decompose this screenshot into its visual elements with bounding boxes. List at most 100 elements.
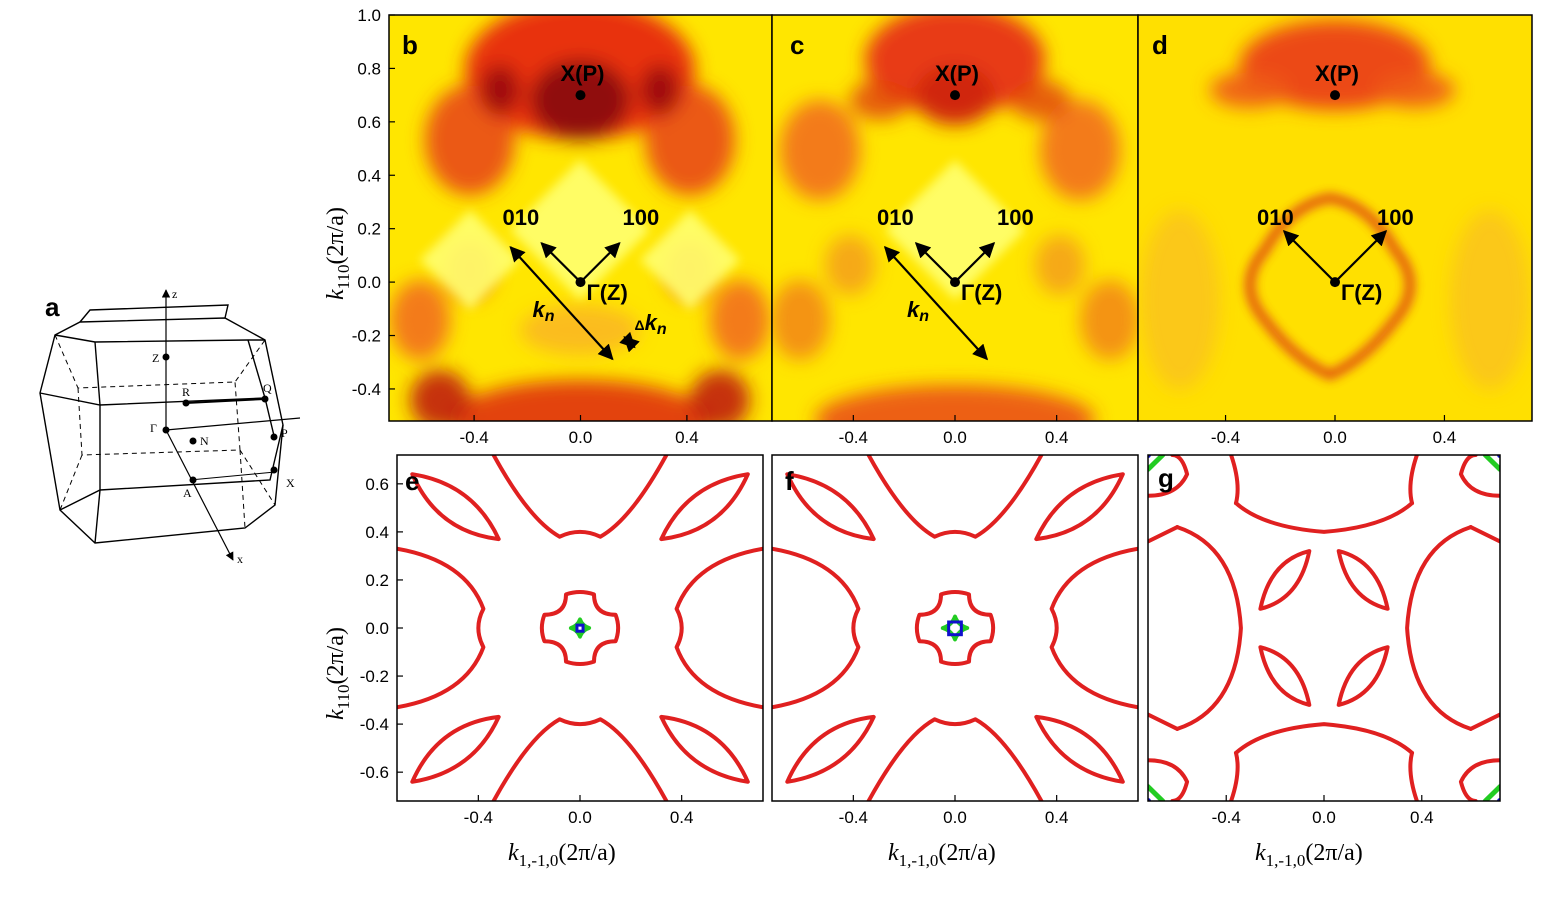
ytick-b-7: -0.4	[352, 380, 381, 399]
label-100-c: 100	[997, 205, 1034, 230]
g-side-1	[1175, 525, 1243, 731]
label-010-d: 010	[1257, 205, 1294, 230]
g-lens-0	[1336, 549, 1390, 611]
xtick-b-2: 0.4	[675, 428, 699, 447]
xlabel-f-unit: (2π/a)	[938, 840, 995, 866]
g-side-0	[1405, 525, 1473, 731]
ytick-b-6: -0.2	[352, 327, 381, 346]
ytick-b-5: 0.0	[357, 273, 381, 292]
xtick-g-2: 0.4	[1410, 808, 1434, 827]
xlabel-f: k1,-1,0(2π/a)	[888, 840, 996, 870]
xtick-d-2: 0.4	[1433, 428, 1457, 447]
label-kn-b: kn	[533, 297, 555, 325]
label-kn-k-b: k	[533, 297, 547, 322]
xlabel-g-unit: (2π/a)	[1305, 840, 1362, 866]
xlabel-g-k: k	[1255, 840, 1266, 866]
panel-label-f: f	[785, 466, 794, 496]
label-100-b: 100	[623, 205, 660, 230]
g-corner-red-2	[1458, 758, 1500, 801]
label-010-c: 010	[877, 205, 914, 230]
lens-f-01	[1034, 714, 1125, 784]
bz-axis-x-label: x	[237, 552, 243, 566]
ylabel-top-sub: 110	[334, 264, 353, 289]
svg-text:k110(2π/a): k110(2π/a)	[323, 627, 353, 720]
arrow-kn-b	[509, 245, 614, 361]
xtick-e-1: 0.0	[568, 808, 592, 827]
panel-label-d: d	[1152, 30, 1168, 60]
lens-e-01	[659, 714, 750, 784]
xlabel-g-sub: 1,-1,0	[1266, 851, 1306, 870]
side-arch-f-1	[772, 546, 861, 710]
point-xp-c	[950, 90, 960, 101]
xtick-g-1: 0.0	[1312, 808, 1336, 827]
g-lens-3	[1258, 645, 1312, 707]
xlabel-g: k1,-1,0(2π/a)	[1255, 840, 1363, 870]
bz-label-a: A	[183, 486, 192, 500]
g-corner-red-0	[1458, 455, 1500, 498]
arrow-dkn-b	[619, 331, 640, 353]
point-xp-d	[1330, 90, 1340, 101]
bz-label-x-point: X	[286, 476, 295, 490]
arrow-010-d	[1282, 230, 1336, 283]
g-side-bot-1	[1148, 712, 1180, 731]
xtick-g-0: -0.4	[1212, 808, 1241, 827]
ytick-e-2: 0.2	[365, 571, 389, 590]
label-xp-c: X(P)	[935, 61, 979, 86]
label-100-d: 100	[1377, 205, 1414, 230]
g-side-bot-0	[1468, 712, 1500, 731]
panel-g-fermi-surface: g	[1147, 454, 1501, 802]
ylabel-bottom: k110(2π/a)	[323, 627, 353, 720]
bz-axes	[161, 289, 301, 561]
label-kn-c: kn	[907, 297, 929, 325]
lens-e-10	[410, 472, 501, 542]
xtick-f-0: -0.4	[839, 808, 868, 827]
panel-label-c: c	[790, 30, 804, 60]
bz-label-n: N	[200, 434, 209, 448]
axis-ticks: -0.4 0.0 0.4 1.0 0.8 0.6 0.4 0.2 0.0 -0.2 -0.4 -0.4…	[352, 6, 1457, 827]
panel-f-frame	[771, 454, 1139, 802]
panel-e-frame	[396, 454, 764, 802]
g-lens-2	[1336, 645, 1390, 707]
label-kn-sub-b: n	[545, 308, 555, 325]
point-xp-b	[575, 90, 586, 101]
g-corner-green-1	[1148, 455, 1166, 472]
label-dkn-k: k	[645, 310, 659, 335]
g-side-top-1	[1148, 525, 1180, 544]
panel-e-fermi-surface: e	[396, 454, 764, 802]
g-corner-red-3	[1148, 758, 1190, 801]
bz-label-q: Q	[263, 381, 272, 395]
label-dkn-delta: Δ	[635, 317, 645, 333]
arch-f-0	[866, 455, 1044, 539]
label-010-b: 010	[503, 205, 540, 230]
panel-d-ring	[1245, 192, 1415, 381]
panel-f-fermi-surface: f	[771, 454, 1139, 802]
bz-polyhedron	[39, 304, 284, 544]
xtick-b-1: 0.0	[569, 428, 593, 447]
ylabel-bottom-k: k	[323, 709, 349, 720]
xtick-d-0: -0.4	[1211, 428, 1240, 447]
blue-pocket-f	[947, 620, 963, 637]
label-xp-b: X(P)	[561, 61, 605, 86]
g-corner-red-1	[1148, 455, 1190, 498]
bz-points	[162, 353, 278, 484]
xtick-c-2: 0.4	[1045, 428, 1069, 447]
side-arch-f-0	[1049, 546, 1138, 710]
blue-pocket-e	[575, 623, 585, 633]
ylabel-top-k: k	[323, 289, 349, 300]
panel-a-brillouin-zone: a	[39, 287, 301, 566]
side-arch-e-1	[397, 546, 486, 710]
ytick-e-3: 0.0	[365, 619, 389, 638]
bz-label-r: R	[182, 385, 190, 399]
ytick-b-0: 1.0	[357, 6, 381, 25]
panel-d-arpes-map: d	[1137, 14, 1533, 422]
label-gamma-d: Γ(Z)	[1341, 280, 1382, 305]
label-dkn-sub: n	[657, 321, 667, 338]
arrow-100-d	[1334, 230, 1388, 283]
arrow-kn-c	[883, 245, 989, 361]
g-arch-left-1	[1229, 750, 1240, 801]
lens-f-10	[785, 472, 876, 542]
xlabel-e-sub: 1,-1,0	[519, 851, 559, 870]
arch-e-0	[491, 455, 669, 539]
g-corner-green-2	[1482, 784, 1500, 801]
